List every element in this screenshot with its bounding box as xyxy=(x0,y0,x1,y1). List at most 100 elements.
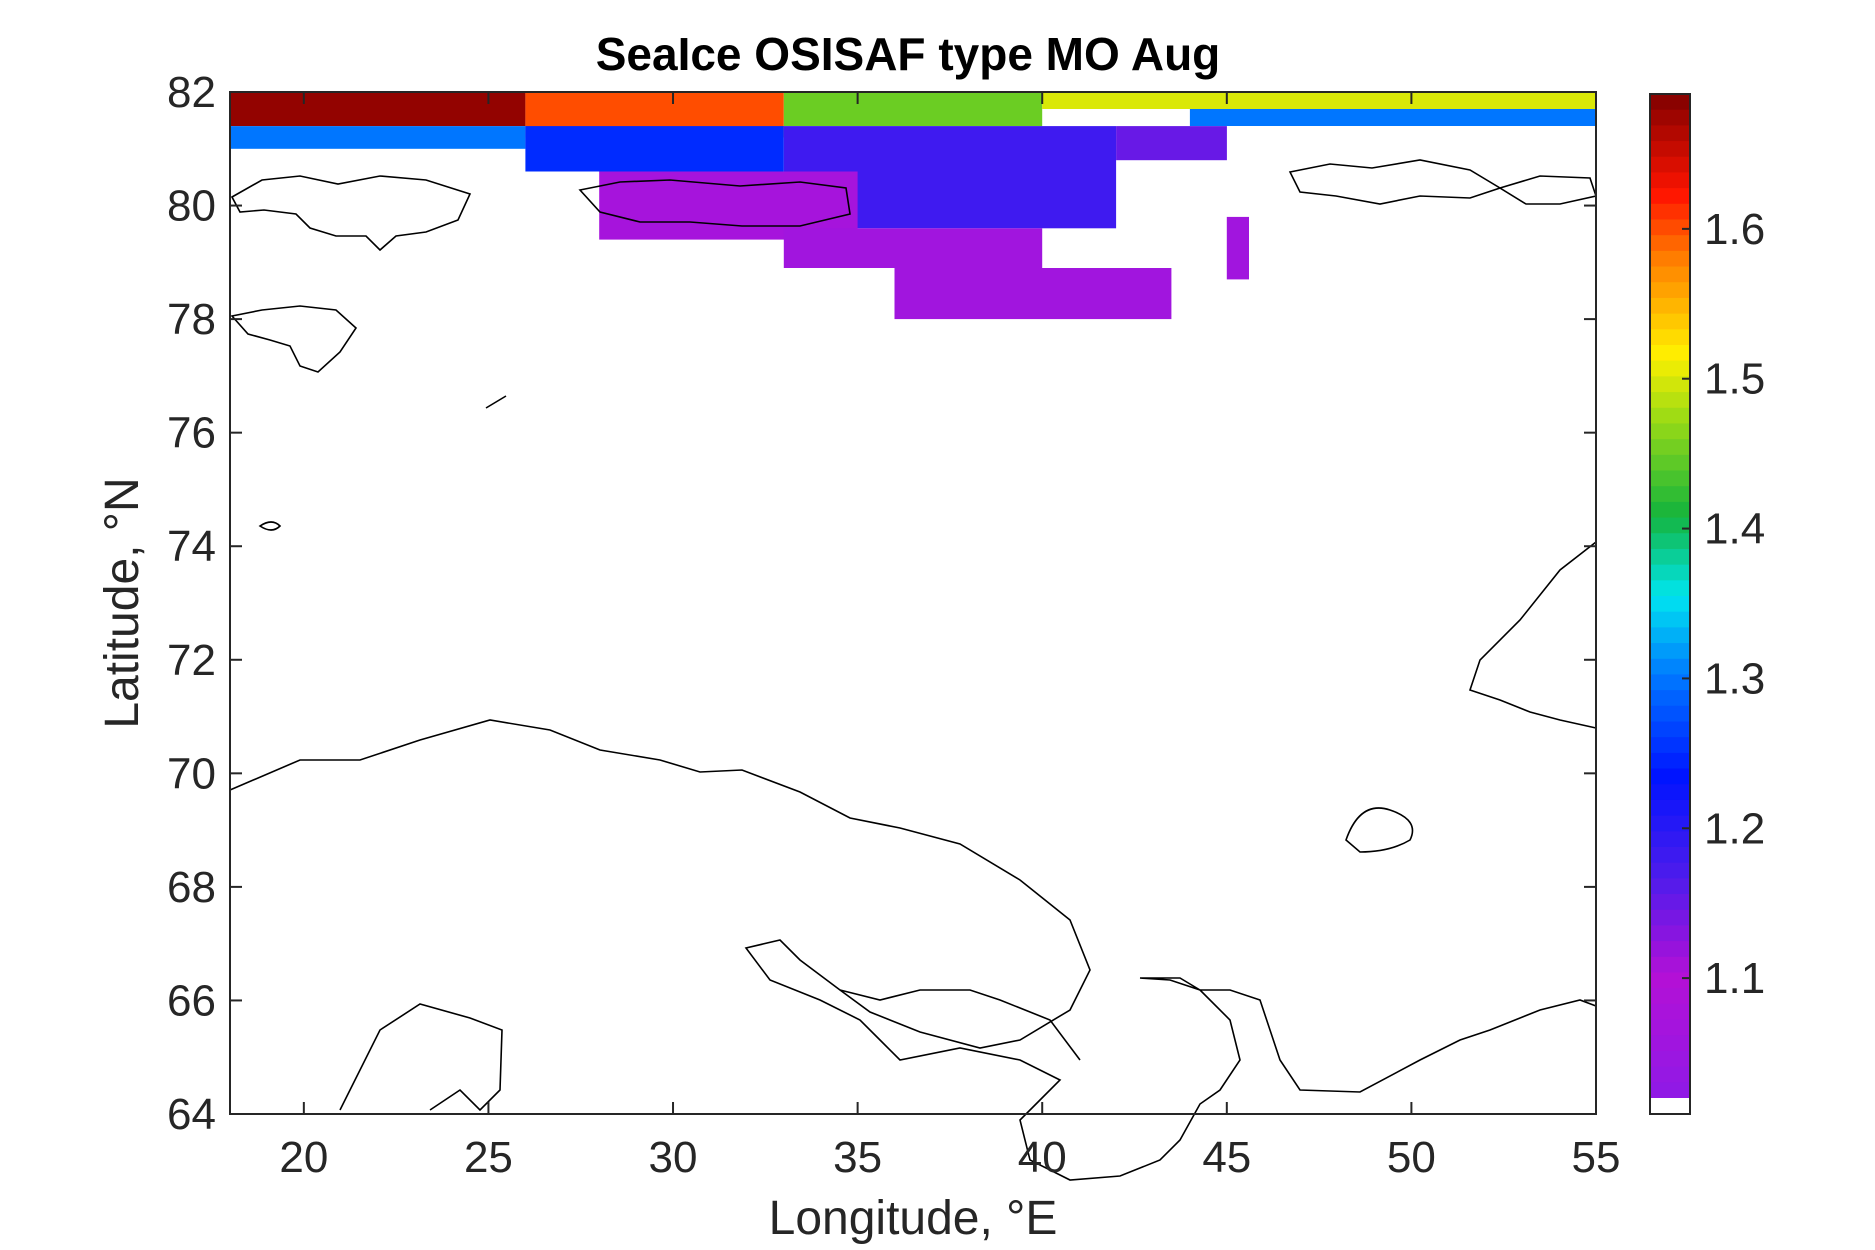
y-tick-label: 74 xyxy=(167,522,216,571)
colorbar-swatch xyxy=(1650,862,1690,879)
heat-cell xyxy=(783,228,1043,268)
x-tick-label: 55 xyxy=(1572,1133,1621,1182)
heat-cell xyxy=(599,171,858,240)
chart-title: SeaIce OSISAF type MO Aug xyxy=(596,28,1221,80)
colorbar-swatch xyxy=(1650,894,1690,911)
colorbar-swatch xyxy=(1650,407,1690,425)
colorbar-swatch xyxy=(1650,1066,1690,1083)
coastline-novaya-zemlya xyxy=(1468,541,1597,729)
heat-cell xyxy=(1116,126,1227,161)
colorbar-swatch xyxy=(1650,250,1690,268)
colorbar-swatch xyxy=(1650,705,1690,723)
colorbar-swatch xyxy=(1650,768,1690,785)
coastline-franz-josef-land-east xyxy=(1498,175,1598,205)
colorbar-swatch xyxy=(1650,988,1690,1005)
x-tick-label: 20 xyxy=(279,1133,328,1182)
heat-cell xyxy=(525,126,784,172)
heat-cell xyxy=(783,92,1043,127)
colorbar-swatch xyxy=(1650,847,1690,864)
colorbar-tick-label: 1.1 xyxy=(1704,954,1765,1003)
colorbar-swatch xyxy=(1650,548,1690,566)
colorbar-swatch xyxy=(1650,235,1690,252)
coastline-finland-lakes xyxy=(339,1003,503,1112)
y-axis-label: Latitude, °N xyxy=(96,477,149,728)
colorbar-swatch xyxy=(1650,972,1690,989)
colorbar-swatch xyxy=(1650,737,1690,754)
coastline-svalbard-south xyxy=(230,305,358,373)
colorbar-swatch xyxy=(1650,266,1690,283)
colorbar-swatch xyxy=(1650,345,1690,362)
coastline-svalbard xyxy=(230,175,472,252)
y-tick-label: 68 xyxy=(167,863,216,912)
y-tick-label: 72 xyxy=(167,636,216,685)
colorbar-swatch xyxy=(1650,909,1690,927)
colorbar-swatch xyxy=(1650,1003,1690,1021)
colorbar-swatch xyxy=(1650,721,1690,738)
colorbar-swatch xyxy=(1650,815,1690,832)
colorbar-swatch xyxy=(1650,501,1690,519)
colorbar-swatch xyxy=(1650,125,1690,142)
colorbar-swatch xyxy=(1650,188,1690,205)
coastline-hopen xyxy=(485,395,507,409)
coastline-nordaustlandet xyxy=(578,179,851,227)
colorbar-swatch xyxy=(1650,470,1690,487)
x-tick-label: 35 xyxy=(833,1133,882,1182)
x-tick-label: 45 xyxy=(1202,1133,1251,1182)
colorbar-swatch xyxy=(1650,486,1690,503)
heat-cell xyxy=(1226,216,1249,280)
x-tick-label: 40 xyxy=(1018,1133,1067,1182)
colorbar-swatch xyxy=(1650,360,1690,377)
colorbar-swatch xyxy=(1650,156,1690,174)
colorbar-tick-label: 1.6 xyxy=(1704,205,1765,254)
x-tick-label: 50 xyxy=(1387,1133,1436,1182)
colorbar-swatch xyxy=(1650,297,1690,315)
plot-box xyxy=(229,91,1597,1115)
colorbar-swatch xyxy=(1650,203,1690,221)
colorbar-swatch xyxy=(1650,658,1690,676)
y-tick-label: 78 xyxy=(167,295,216,344)
colorbar-swatch xyxy=(1650,94,1690,111)
y-tick-label: 82 xyxy=(167,68,216,117)
colorbar-swatch xyxy=(1650,690,1690,707)
heat-cell xyxy=(1042,92,1596,109)
colorbar-swatch xyxy=(1650,1035,1690,1052)
colorbar-tick-label: 1.5 xyxy=(1704,355,1765,404)
heat-cell xyxy=(894,268,1172,320)
colorbar-swatch xyxy=(1650,454,1690,472)
colorbar-swatch xyxy=(1650,878,1690,895)
colorbar-swatch xyxy=(1650,752,1690,770)
colorbar-frame xyxy=(1649,93,1691,1115)
colorbar-swatch xyxy=(1650,1082,1690,1099)
coastline-kolguev xyxy=(1345,807,1414,853)
ice-type-heatmap xyxy=(230,92,1596,320)
colorbar-swatch xyxy=(1650,674,1690,691)
colorbar-swatch xyxy=(1650,784,1690,801)
coastline-white-sea-inner xyxy=(839,989,1081,1061)
colorbar-tick-label: 1.4 xyxy=(1704,505,1765,554)
y-tick-label: 70 xyxy=(167,749,216,798)
coastline-franz-josef-land xyxy=(1288,159,1502,205)
colorbar-swatch xyxy=(1650,643,1690,660)
colorbar-swatch xyxy=(1650,109,1690,126)
colorbar-swatch xyxy=(1650,172,1690,189)
colorbar-swatch xyxy=(1650,611,1690,628)
heat-cell xyxy=(1189,109,1596,126)
colorbar-swatch xyxy=(1650,925,1690,942)
colorbar-swatch xyxy=(1650,533,1690,550)
colorbar-swatch xyxy=(1650,596,1690,613)
colorbar-swatch xyxy=(1650,1019,1690,1036)
colorbar-nan-swatch xyxy=(1650,1098,1690,1114)
colorbar-swatch xyxy=(1650,627,1690,644)
heat-cell xyxy=(230,126,526,149)
y-tick-label: 80 xyxy=(167,182,216,231)
y-tick-label: 76 xyxy=(167,409,216,458)
colorbar-swatch xyxy=(1650,956,1690,974)
x-axis-label: Longitude, °E xyxy=(769,1192,1058,1245)
colorbar-swatch xyxy=(1650,423,1690,440)
x-axis-ticks: 20 25 30 35 40 45 50 55 xyxy=(279,92,1620,1182)
colorbar-swatch xyxy=(1650,941,1690,958)
colorbar-swatch xyxy=(1650,439,1690,456)
colorbar-swatch xyxy=(1650,219,1690,236)
colorbar-swatch xyxy=(1650,517,1690,534)
